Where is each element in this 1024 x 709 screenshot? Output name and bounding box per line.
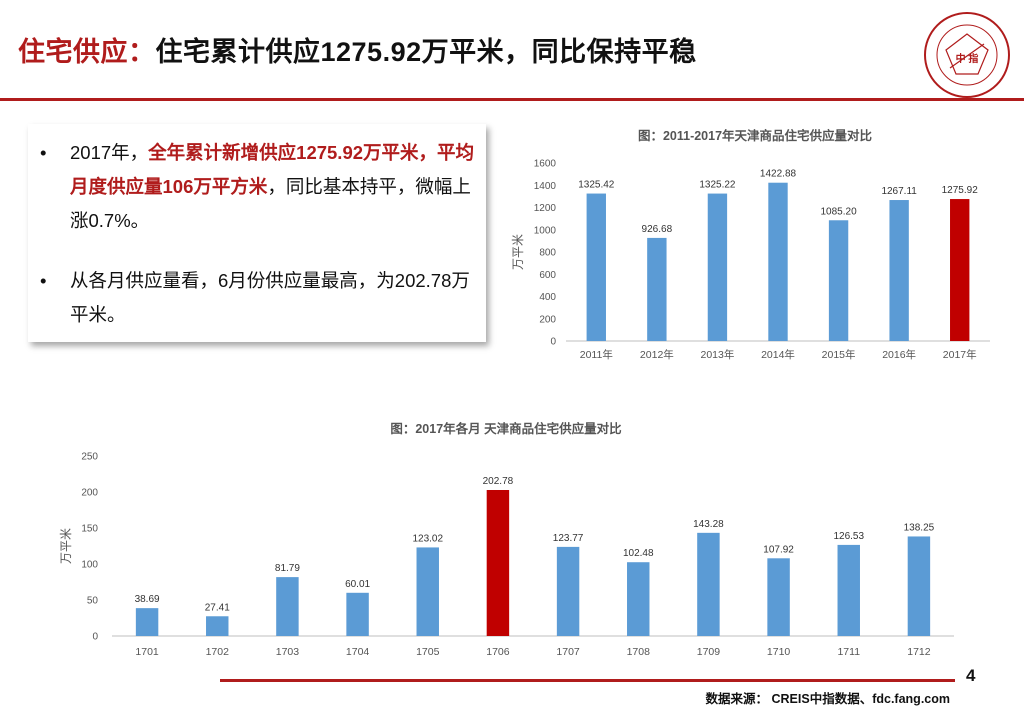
category-label: 1703 [276,646,300,658]
bar [276,577,299,636]
bullet-segment: 从各月供应量看，6月份供应量最高，为202.78万平米。 [70,270,470,325]
bar [950,199,970,341]
y-tick-label: 0 [92,632,98,643]
bar [416,547,439,636]
y-tick-label: 600 [539,270,556,281]
bar [768,182,788,341]
logo-text: 中 指 [956,52,979,65]
y-tick-label: 1400 [534,181,557,192]
y-tick-label: 200 [81,488,98,499]
y-tick-label: 200 [539,314,556,325]
data-label: 123.02 [412,533,443,544]
bar [486,489,510,636]
category-label: 1704 [346,646,370,658]
y-tick-label: 250 [81,452,98,463]
bullet-segment: ，同比基本持平，微幅上涨0.7%。 [70,176,471,231]
category-label: 1705 [416,646,440,658]
bullet-marker: • [40,270,47,291]
data-label: 1325.22 [699,180,736,191]
data-label: 107.92 [763,544,794,555]
bullet-text: 从各月供应量看，6月份供应量最高，为202.78万平米。 [70,264,480,332]
data-label: 926.68 [642,224,673,235]
category-label: 1709 [697,646,721,658]
chart-title: 图：2017年各月 天津商品住宅供应量对比 [390,421,622,436]
bar [556,546,580,636]
data-label: 102.48 [623,548,654,559]
y-tick-label: 1000 [534,225,557,236]
title-main: 住宅累计供应1275.92万平米，同比保持平稳 [155,37,697,67]
data-label: 1422.88 [760,169,797,180]
category-label: 1708 [627,646,651,658]
bullet-highlight: 全年累计新增供应1275.92万平米，平均月度供应量106万平方米 [70,142,475,197]
bar [767,558,790,636]
bar [135,608,159,636]
bar [627,562,650,636]
data-source: 数据来源： CREIS中指数据、fdc.fang.com [705,692,950,706]
category-label: 1710 [767,646,791,658]
category-label: 1711 [837,646,860,658]
y-tick-label: 150 [81,524,98,535]
y-tick-label: 50 [87,596,99,607]
category-label: 2013年 [700,348,734,361]
data-label: 126.53 [833,531,864,542]
y-tick-label: 0 [550,337,556,348]
bar [586,193,606,341]
category-label: 1707 [556,646,580,658]
data-label: 27.41 [205,602,230,613]
y-axis-label: 万平米 [511,234,525,270]
category-label: 1702 [206,646,230,658]
y-tick-label: 100 [81,560,98,571]
data-label: 38.69 [135,594,160,605]
bar [837,544,860,636]
bar [697,532,720,636]
monthly-supply-chart: 图：2017年各月 天津商品住宅供应量对比万平米 0 50 100 150 200 250 3… [50,415,960,665]
category-label: 2011年 [580,348,613,361]
bar [647,237,667,341]
data-label: 202.78 [483,476,514,487]
bar [828,220,849,341]
category-label: 1712 [907,646,931,658]
china-index-academy-logo: 中 指 [924,12,1010,98]
category-label: 1701 [135,646,159,658]
y-tick-label: 800 [539,248,556,259]
bar [707,193,728,341]
page-title: 住宅供应：住宅累计供应1275.92万平米，同比保持平稳 [18,30,697,69]
data-label: 138.25 [904,522,935,533]
bar [889,200,909,341]
category-label: 1706 [486,646,510,658]
category-label: 2014年 [761,348,795,361]
y-tick-label: 400 [539,292,556,303]
annual-supply-chart: 图：2011-2017年天津商品住宅供应量对比万平米 0 200 400 600 800 1… [500,122,1010,372]
data-label: 81.79 [275,563,300,574]
data-label: 1275.92 [942,185,979,196]
title-divider [0,98,1024,101]
y-tick-label: 1200 [534,203,557,214]
chart-title: 图：2011-2017年天津商品住宅供应量对比 [638,128,873,143]
category-label: 2012年 [640,348,674,361]
y-axis-label: 万平米 [59,528,73,564]
data-label: 1267.11 [881,186,917,197]
data-label: 1325.42 [578,180,615,191]
data-label: 123.77 [553,533,584,544]
title-lead: 住宅供应： [18,37,156,67]
bar [206,616,229,636]
page-number: 4 [966,666,976,685]
bullet-marker: • [40,142,47,163]
bar [907,536,931,636]
bullet-text: 2017年，全年累计新增供应1275.92万平米，平均月度供应量106万平方米，… [70,136,480,238]
data-label: 1085.20 [820,206,857,217]
bullet-segment: 2017年， [70,142,149,163]
summary-textbox: • 2017年，全年累计新增供应1275.92万平米，平均月度供应量106万平方… [28,124,486,342]
category-label: 2016年 [882,348,916,361]
y-tick-label: 1600 [534,159,557,170]
data-label: 60.01 [345,579,370,590]
category-label: 2017年 [943,348,977,361]
footer-divider [220,679,955,682]
data-label: 143.28 [693,519,724,530]
bar [346,592,369,636]
category-label: 2015年 [822,348,856,361]
